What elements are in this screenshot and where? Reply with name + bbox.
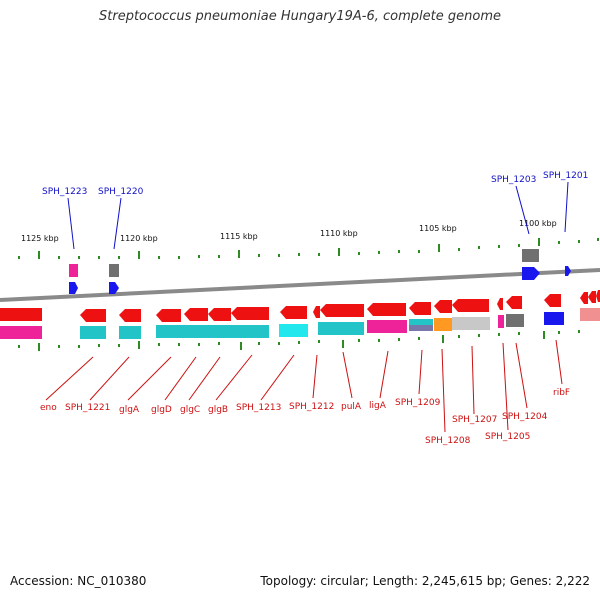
label-sph1204: SPH_1204 [502,412,548,422]
label-sph1220: SPH_1220 [98,187,144,197]
gene-eno-arrow[interactable] [0,308,42,321]
label-sph1212: SPH_1212 [289,402,334,412]
gene-sph1201-arrow[interactable] [565,266,571,276]
label-sph1213: SPH_1213 [236,403,281,413]
box-sph1221[interactable] [80,326,106,339]
label-sph1207: SPH_1207 [452,415,497,425]
box-edge[interactable] [580,308,600,321]
gene-ribf-arrow[interactable] [544,294,561,307]
gene-sph1207-arrow[interactable] [452,299,489,312]
label-sph1203: SPH_1203 [491,175,536,185]
map-title: Streptococcus pneumoniae Hungary19A-6, c… [99,9,501,24]
box-glgd-glgb[interactable] [156,325,269,338]
gene-sph1213-arrow[interactable] [231,307,269,320]
gene-edge-2[interactable] [588,291,596,303]
lower-tick-row [18,330,580,351]
box-sph1212[interactable] [279,324,308,337]
gene-glgd-arrow[interactable] [156,309,181,322]
gene-edge-3[interactable] [596,290,600,302]
label-pula: pulA [341,402,362,412]
gene-sph1205-arrow[interactable] [497,298,503,310]
box-pula[interactable] [318,322,364,335]
lower-callouts [45,339,563,433]
reverse-strand-genes [0,290,600,322]
gene-liga-arrow[interactable] [367,303,406,316]
forward-strand-features [69,249,571,294]
scale-label-1100: 1100 kbp [519,219,557,228]
gene-glga-arrow[interactable] [119,309,141,322]
scale-label-1115: 1115 kbp [220,232,258,241]
box-eno[interactable] [0,326,42,339]
label-glgd: glgD [151,405,172,415]
gene-small-reverse-1[interactable] [313,306,320,318]
box-sph1207[interactable] [452,317,490,330]
scale-label-1125: 1125 kbp [21,234,59,243]
gene-sph1203-box[interactable] [522,249,539,262]
genome-summary-text: Topology: circular; Length: 2,245,615 bp… [260,574,590,588]
label-glgc: glgC [180,405,200,415]
upper-callouts [67,181,569,250]
label-sph1205: SPH_1205 [485,432,530,442]
label-sph1208: SPH_1208 [425,436,471,446]
reverse-strand-boxes [0,308,600,339]
gene-sph1220-box[interactable] [109,264,119,277]
accession-text: Accession: NC_010380 [10,574,147,588]
box-sph1209[interactable] [409,319,433,325]
gene-sph1212-arrow[interactable] [280,306,307,319]
box-glga[interactable] [119,326,141,339]
gene-sph1204-arrow[interactable] [506,296,522,309]
label-glga: glgA [119,405,140,415]
genome-backbone [0,268,600,302]
label-sph1201: SPH_1201 [543,171,588,181]
label-sph1223: SPH_1223 [42,187,87,197]
box-liga[interactable] [367,320,407,333]
gene-sph1203-arrow[interactable] [522,267,540,280]
scale-label-1120: 1120 kbp [120,234,158,243]
scale-tick-row [18,238,599,259]
gene-sph1209-arrow[interactable] [409,302,431,315]
label-eno: eno [40,403,57,413]
box-sph1204[interactable] [506,314,524,327]
gene-sph1223-box[interactable] [69,264,78,277]
gene-sph1221-arrow[interactable] [80,309,106,322]
box-sph1209-b[interactable] [409,325,433,331]
gene-sph1223-arrow[interactable] [69,282,78,294]
gene-glgc-arrow[interactable] [184,308,208,321]
label-sph1221: SPH_1221 [65,403,110,413]
gene-edge-1[interactable] [580,292,588,304]
box-sph1208[interactable] [434,318,452,331]
label-sph1209: SPH_1209 [395,398,441,408]
box-ribf[interactable] [544,312,564,325]
gene-glgb-arrow[interactable] [208,308,231,321]
box-sph1205[interactable] [498,315,504,328]
scale-label-1110: 1110 kbp [320,229,358,238]
gene-sph1220-arrow[interactable] [109,282,119,294]
label-glgb: glgB [208,405,228,415]
gene-sph1208-arrow[interactable] [434,300,452,313]
scale-label-1105: 1105 kbp [419,224,457,233]
gene-pula-arrow[interactable] [320,304,364,317]
label-liga: ligA [369,401,387,411]
label-ribf: ribF [553,388,570,398]
